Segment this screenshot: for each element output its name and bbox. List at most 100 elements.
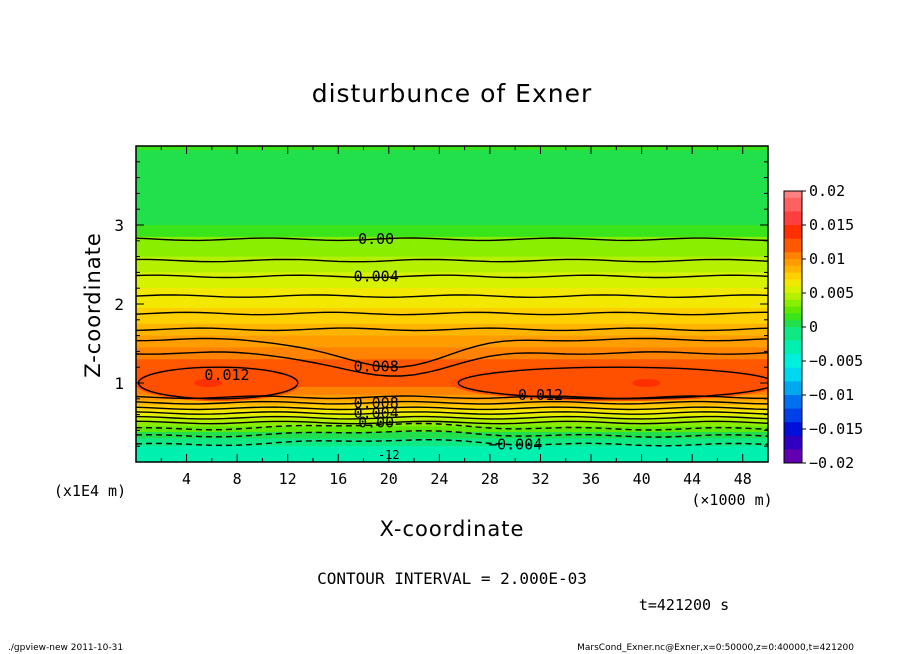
- colorbar-segment: [784, 293, 802, 301]
- colorbar-segment: [784, 225, 802, 240]
- x-tick-label: 40: [633, 470, 651, 488]
- x-tick-label: 28: [481, 470, 499, 488]
- contour-line: [136, 311, 768, 316]
- contour-line: [136, 258, 768, 263]
- colorbar-segment: [784, 211, 802, 226]
- x-tick-label: 4: [182, 470, 191, 488]
- color-band: [136, 149, 768, 194]
- colorbar-segment: [784, 197, 802, 212]
- y-unit-label: (x1E4 m): [54, 482, 126, 500]
- colorbar-segment: [784, 449, 802, 464]
- x-tick-label: 8: [233, 470, 242, 488]
- colorbar-segment: [784, 320, 802, 328]
- contour-line: [136, 274, 768, 279]
- colorbar-segment: [784, 272, 802, 280]
- colorbar-tick-label: 0.02: [809, 182, 845, 200]
- color-band: [136, 256, 768, 273]
- contour-lines: [136, 237, 768, 447]
- color-band: [136, 225, 768, 238]
- colorbar-segment: [784, 286, 802, 294]
- colorbar-segment: [784, 306, 802, 314]
- color-band: [136, 422, 768, 427]
- contour-line: [136, 406, 768, 411]
- contour-label: 0.00: [358, 414, 394, 432]
- contour-line: [136, 411, 768, 415]
- x-axis-label: X-coordinate: [380, 517, 525, 541]
- color-band: [136, 236, 768, 258]
- colorbar-segment: [784, 354, 802, 369]
- x-tick-label: 32: [531, 470, 549, 488]
- footer-right: MarsCond_Exner.nc@Exner,x=0:50000,z=0:40…: [577, 643, 854, 653]
- contour-line: [136, 400, 768, 405]
- colorbar-segment: [784, 435, 802, 450]
- contour-line: [136, 420, 768, 425]
- colorbar-segment: [784, 408, 802, 423]
- plot-area: 0.000.0040.0080.0080.0040.00−0.0040.0120…: [136, 146, 768, 462]
- colorbar-tick-label: 0.005: [809, 284, 854, 302]
- color-band: [136, 446, 768, 462]
- contour-label: −0.004: [488, 436, 542, 454]
- x-tick-label: 20: [380, 470, 398, 488]
- colorbar-segment: [784, 395, 802, 410]
- x-tick-label: 36: [582, 470, 600, 488]
- contour-line: [136, 430, 768, 438]
- colorbar-segment: [784, 279, 802, 287]
- x-tick-label: 48: [734, 470, 752, 488]
- color-band: [136, 418, 768, 423]
- x-axis-ticks: 4 8 12 16 20 24 28 32 36 40 44 48: [160, 146, 752, 488]
- contour-line: [136, 327, 768, 332]
- colorbar-segment: [784, 259, 802, 267]
- contour-label: 0.012: [204, 366, 249, 384]
- colorbar-tick-label: −0.005: [809, 352, 863, 370]
- color-band: [136, 335, 768, 348]
- colorbar-segment: [784, 313, 802, 321]
- contour-line: [136, 294, 768, 299]
- colorbar-segment: [784, 299, 802, 308]
- color-band: [136, 272, 768, 289]
- maximum-core: [632, 379, 661, 387]
- colorbar-tick-label: −0.01: [809, 386, 854, 404]
- x-tick-label: 24: [430, 470, 448, 488]
- colorbar-segment: [784, 327, 802, 342]
- color-bands: [136, 146, 768, 462]
- colorbar-tick-label: −0.02: [809, 454, 854, 472]
- color-band: [136, 193, 768, 226]
- color-band: [136, 431, 768, 439]
- maximum-region: [450, 364, 768, 402]
- colorbar-tick-label: 0.015: [809, 216, 854, 234]
- contour-line: [136, 351, 768, 377]
- colorbar-segment: [784, 252, 802, 260]
- color-band: [136, 426, 768, 433]
- contour-line: [136, 415, 768, 420]
- x-tick-label: 12: [279, 470, 297, 488]
- colorbar-segment: [784, 367, 802, 382]
- maximum-blobs: [136, 364, 768, 402]
- y-tick-label: 1: [114, 374, 124, 393]
- colorbar-segment: [784, 238, 802, 253]
- color-band: [136, 438, 768, 447]
- colorbar-segment: [784, 381, 802, 396]
- contour-label: 0.008: [354, 394, 399, 412]
- y-tick-label: 2: [114, 295, 124, 314]
- time-label: t=421200 s: [639, 596, 729, 614]
- y-tick-label: 3: [114, 216, 124, 235]
- x-tick-label: 44: [683, 470, 701, 488]
- footer-left: ./gpview-new 2011-10-31: [8, 643, 123, 653]
- color-band: [136, 386, 768, 396]
- contour-line: [136, 237, 768, 242]
- chart-title: disturbunce of Exner: [312, 79, 593, 108]
- colorbar: [784, 191, 802, 464]
- color-band: [136, 307, 768, 325]
- closed-contour: [457, 366, 768, 400]
- x-tick-label: 16: [329, 470, 347, 488]
- contour-labels: 0.000.0040.0080.0080.0040.00−0.0040.0120…: [204, 230, 563, 462]
- colorbar-segment: [784, 340, 802, 355]
- y-axis-label: Z-coordinate: [81, 232, 105, 378]
- colorbar-tick-label: 0.01: [809, 250, 845, 268]
- colorbar-segment: [784, 191, 802, 199]
- contour-line: [136, 438, 768, 447]
- contour-line: [136, 422, 768, 431]
- x-unit-label: (×1000 m): [691, 491, 772, 509]
- contour-label: 0.008: [354, 357, 399, 375]
